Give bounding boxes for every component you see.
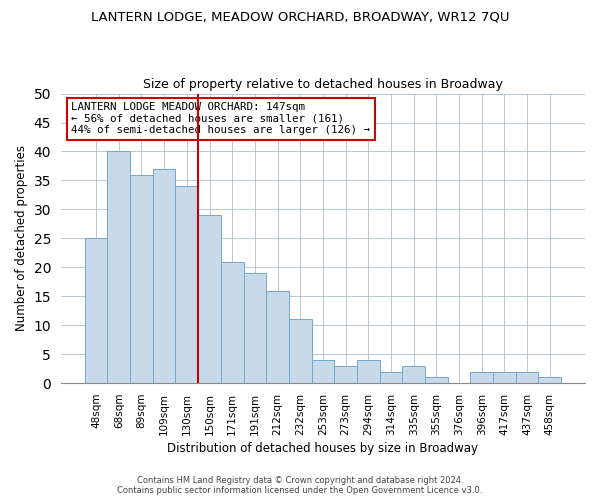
Bar xyxy=(175,186,198,383)
Bar xyxy=(107,152,130,383)
Bar xyxy=(493,372,516,383)
Bar xyxy=(244,273,266,383)
Bar xyxy=(266,290,289,383)
Bar xyxy=(198,215,221,383)
Y-axis label: Number of detached properties: Number of detached properties xyxy=(15,146,28,332)
Bar xyxy=(357,360,380,383)
Bar xyxy=(311,360,334,383)
Bar xyxy=(403,366,425,383)
Bar xyxy=(85,238,107,383)
Bar xyxy=(221,262,244,383)
Bar xyxy=(380,372,403,383)
Bar xyxy=(516,372,538,383)
X-axis label: Distribution of detached houses by size in Broadway: Distribution of detached houses by size … xyxy=(167,442,478,455)
Text: Contains HM Land Registry data © Crown copyright and database right 2024.
Contai: Contains HM Land Registry data © Crown c… xyxy=(118,476,482,495)
Bar xyxy=(425,378,448,383)
Bar xyxy=(130,174,153,383)
Text: LANTERN LODGE, MEADOW ORCHARD, BROADWAY, WR12 7QU: LANTERN LODGE, MEADOW ORCHARD, BROADWAY,… xyxy=(91,10,509,23)
Bar xyxy=(334,366,357,383)
Text: LANTERN LODGE MEADOW ORCHARD: 147sqm
← 56% of detached houses are smaller (161)
: LANTERN LODGE MEADOW ORCHARD: 147sqm ← 5… xyxy=(71,102,370,136)
Bar xyxy=(538,378,561,383)
Bar xyxy=(289,320,311,383)
Bar xyxy=(153,169,175,383)
Bar xyxy=(470,372,493,383)
Title: Size of property relative to detached houses in Broadway: Size of property relative to detached ho… xyxy=(143,78,503,91)
